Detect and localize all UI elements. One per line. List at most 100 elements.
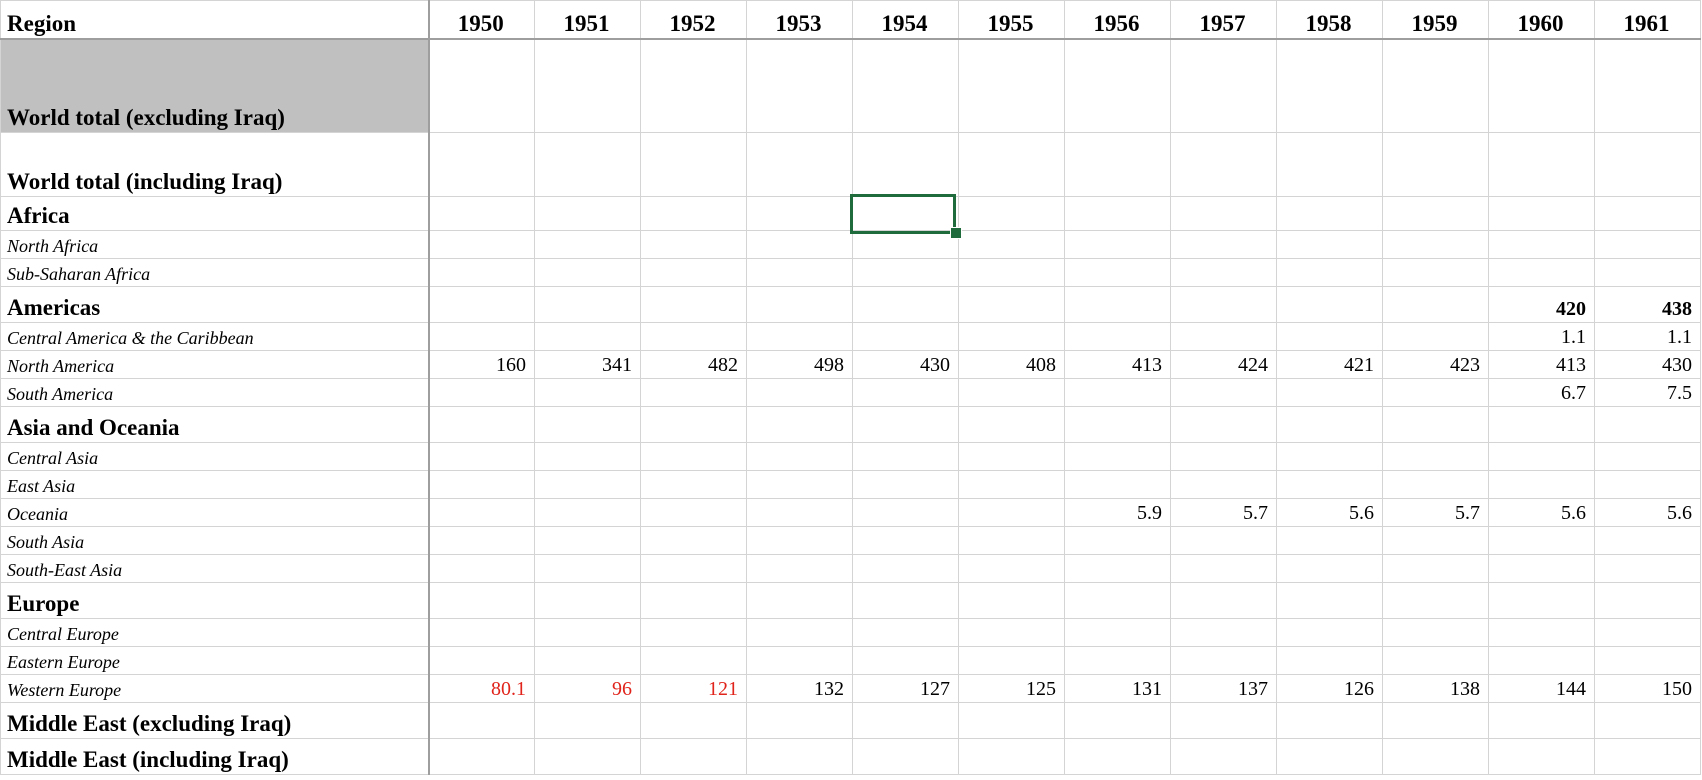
data-cell[interactable] — [958, 38, 1065, 133]
data-cell[interactable] — [852, 646, 959, 675]
data-cell[interactable] — [534, 470, 641, 499]
data-cell[interactable] — [1276, 618, 1383, 647]
data-cell[interactable] — [534, 196, 641, 231]
data-cell[interactable] — [1382, 702, 1489, 739]
data-cell[interactable] — [1276, 286, 1383, 323]
data-cell[interactable] — [428, 470, 535, 499]
data-cell[interactable] — [640, 498, 747, 527]
data-cell[interactable] — [428, 258, 535, 287]
data-cell[interactable] — [1382, 378, 1489, 407]
data-cell[interactable] — [534, 582, 641, 619]
data-cell[interactable] — [1382, 554, 1489, 583]
row-label-western-europe[interactable]: Western Europe — [0, 674, 430, 703]
data-cell[interactable] — [958, 442, 1065, 471]
data-cell[interactable] — [852, 132, 959, 197]
row-label-south-america[interactable]: South America — [0, 378, 430, 407]
data-cell[interactable] — [958, 196, 1065, 231]
data-cell[interactable]: 7.5 — [1594, 378, 1701, 407]
data-cell[interactable] — [640, 258, 747, 287]
data-cell[interactable] — [1594, 646, 1701, 675]
data-cell[interactable] — [958, 258, 1065, 287]
data-cell[interactable] — [1382, 286, 1489, 323]
row-label-south-asia[interactable]: South Asia — [0, 526, 430, 555]
data-cell[interactable] — [1382, 406, 1489, 443]
data-cell[interactable] — [1276, 442, 1383, 471]
data-cell[interactable]: 132 — [746, 674, 853, 703]
data-cell[interactable] — [1170, 470, 1277, 499]
data-cell[interactable] — [852, 526, 959, 555]
row-label-north-africa[interactable]: North Africa — [0, 230, 430, 259]
data-cell[interactable] — [746, 526, 853, 555]
data-cell[interactable] — [1276, 582, 1383, 619]
data-cell[interactable] — [1382, 258, 1489, 287]
row-label-sub-saharan-africa[interactable]: Sub-Saharan Africa — [0, 258, 430, 287]
data-cell[interactable] — [1276, 738, 1383, 775]
data-cell[interactable] — [1488, 442, 1595, 471]
data-cell[interactable] — [534, 378, 641, 407]
data-cell[interactable]: 137 — [1170, 674, 1277, 703]
data-cell[interactable] — [640, 702, 747, 739]
data-cell[interactable] — [1170, 702, 1277, 739]
data-cell[interactable] — [746, 442, 853, 471]
data-cell[interactable] — [1064, 702, 1171, 739]
data-cell[interactable] — [1594, 132, 1701, 197]
data-cell[interactable] — [852, 258, 959, 287]
data-cell[interactable] — [428, 526, 535, 555]
data-cell[interactable] — [534, 258, 641, 287]
data-cell[interactable] — [640, 406, 747, 443]
data-cell[interactable] — [1594, 582, 1701, 619]
data-cell[interactable]: 1.1 — [1594, 322, 1701, 351]
data-cell[interactable] — [1382, 526, 1489, 555]
data-cell[interactable] — [1382, 38, 1489, 133]
row-label-eastern-europe[interactable]: Eastern Europe — [0, 646, 430, 675]
data-cell[interactable] — [1594, 230, 1701, 259]
data-cell[interactable] — [640, 38, 747, 133]
data-cell[interactable] — [1594, 258, 1701, 287]
data-cell[interactable] — [958, 618, 1065, 647]
row-label-middle-east-including-iraq[interactable]: Middle East (including Iraq) — [0, 738, 430, 775]
data-cell[interactable] — [958, 646, 1065, 675]
data-cell[interactable] — [1488, 646, 1595, 675]
data-cell[interactable] — [428, 646, 535, 675]
data-cell[interactable] — [1488, 470, 1595, 499]
data-cell[interactable] — [1488, 258, 1595, 287]
data-cell[interactable] — [1382, 646, 1489, 675]
data-cell[interactable]: 5.6 — [1488, 498, 1595, 527]
column-header-year[interactable]: 1955 — [958, 0, 1065, 40]
data-cell[interactable] — [428, 406, 535, 443]
data-cell[interactable]: 430 — [1594, 350, 1701, 379]
data-cell[interactable] — [640, 230, 747, 259]
data-cell[interactable] — [746, 498, 853, 527]
data-cell[interactable] — [746, 132, 853, 197]
data-cell[interactable] — [746, 702, 853, 739]
data-cell[interactable] — [1064, 322, 1171, 351]
data-cell[interactable] — [1488, 526, 1595, 555]
data-cell[interactable] — [1382, 582, 1489, 619]
row-label-asia-and-oceania[interactable]: Asia and Oceania — [0, 406, 430, 443]
data-cell[interactable] — [852, 470, 959, 499]
data-cell[interactable] — [746, 646, 853, 675]
data-cell[interactable] — [1382, 738, 1489, 775]
data-cell[interactable] — [428, 498, 535, 527]
data-cell[interactable] — [958, 498, 1065, 527]
data-cell[interactable] — [1170, 322, 1277, 351]
column-header-year[interactable]: 1956 — [1064, 0, 1171, 40]
data-cell[interactable] — [428, 442, 535, 471]
data-cell[interactable] — [1488, 702, 1595, 739]
data-cell[interactable] — [1276, 258, 1383, 287]
data-cell[interactable] — [852, 618, 959, 647]
data-cell[interactable] — [852, 554, 959, 583]
data-cell[interactable] — [428, 196, 535, 231]
data-cell[interactable] — [958, 702, 1065, 739]
data-cell[interactable] — [1064, 378, 1171, 407]
data-cell[interactable] — [746, 618, 853, 647]
data-cell[interactable] — [1488, 554, 1595, 583]
data-cell[interactable]: 5.6 — [1276, 498, 1383, 527]
data-cell[interactable] — [428, 738, 535, 775]
data-cell[interactable] — [534, 286, 641, 323]
data-cell[interactable] — [852, 322, 959, 351]
data-cell[interactable] — [1170, 646, 1277, 675]
data-cell[interactable] — [1064, 230, 1171, 259]
data-cell[interactable]: 121 — [640, 674, 747, 703]
data-cell[interactable] — [1382, 196, 1489, 231]
